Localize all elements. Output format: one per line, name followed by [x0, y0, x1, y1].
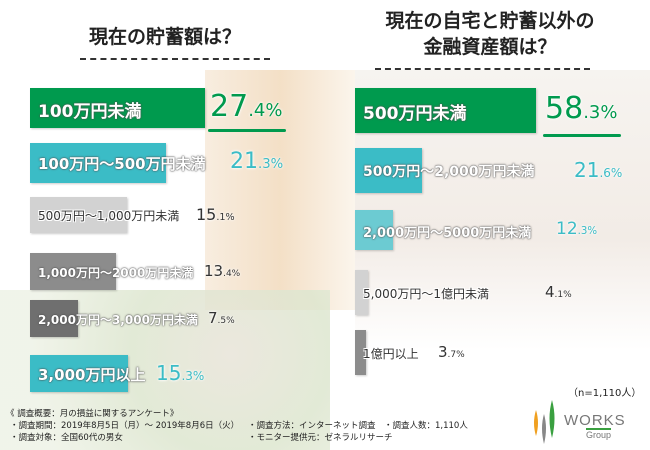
bar: [30, 300, 78, 337]
category-label: 2,000万円〜3,000万円未満: [38, 312, 198, 327]
value-label: 58.3%: [545, 91, 618, 126]
sample-size-note: （n=1,110人）: [568, 388, 642, 399]
survey-heading: 《 調査概要：月の損益に関するアンケート》: [6, 409, 179, 419]
category-label: 100万円〜500万円未満: [38, 155, 206, 174]
category-label: 3,000万円以上: [38, 365, 146, 384]
survey-period: ・調査期間：2019年8月5日（月）〜 2019年8月6日（火）: [10, 421, 240, 431]
category-label: 1億円以上: [363, 346, 419, 361]
left-title-divider: [80, 58, 270, 60]
value-label: 4.1%: [545, 282, 572, 301]
survey-method: ・調査方法：インターネット調査: [248, 421, 376, 431]
category-label: 1,000万円〜2000万円未満: [38, 265, 194, 280]
value-label: 21.6%: [574, 157, 623, 182]
right-title-divider: [375, 68, 590, 70]
category-label: 500万円〜1,000万円未満: [38, 209, 180, 224]
bar: [30, 253, 116, 290]
survey-provider: ・モニター提供元：ゼネラルリサーチ: [248, 433, 393, 443]
value-label: 15.1%: [196, 204, 235, 224]
right-chart-title: 現在の自宅と貯蓄以外の 金融資産額は？: [340, 8, 640, 60]
logo-text: WORKS: [564, 412, 626, 429]
category-label: 2,000万円〜5000万円未満: [363, 225, 532, 241]
bar: [355, 270, 368, 315]
bar: [30, 88, 206, 128]
survey-target: ・調査対象：全国60代の男女: [10, 433, 123, 443]
category-label: 500万円未満: [363, 104, 467, 125]
works-group-logo: WORKS Group: [530, 398, 645, 446]
right-title-line1: 現在の自宅と貯蓄以外の: [385, 10, 595, 32]
logo-subtext: Group: [586, 428, 612, 440]
bar: [355, 88, 536, 133]
highlight-underline: [543, 134, 622, 137]
value-label: 7.5%: [208, 308, 235, 327]
value-label: 21.3%: [230, 148, 284, 174]
value-label: 13.4%: [204, 261, 241, 280]
survey-count: ・調査人数：1,110人: [384, 421, 468, 431]
value-label: 27.4%: [210, 88, 283, 124]
category-label: 500万円〜2,000万円未満: [363, 164, 535, 181]
highlight-underline: [208, 129, 287, 132]
background-photo-cabinet: [205, 70, 355, 310]
value-label: 3.7%: [438, 342, 465, 361]
bar: [355, 148, 422, 193]
bar: [30, 197, 127, 233]
bar: [30, 355, 128, 392]
logo-leaf-icon: [534, 400, 555, 444]
left-chart-title: 現在の貯蓄額は？: [88, 26, 241, 48]
bar: [355, 210, 394, 250]
right-title-line2: 金融資産額は？: [423, 36, 557, 58]
category-label: 5,000万円〜1億円未満: [363, 286, 489, 301]
bar: [30, 143, 167, 183]
value-label: 15.3%: [156, 360, 205, 385]
bar: [355, 330, 367, 375]
value-label: 12.3%: [556, 218, 598, 239]
category-label: 100万円未満: [38, 101, 142, 122]
